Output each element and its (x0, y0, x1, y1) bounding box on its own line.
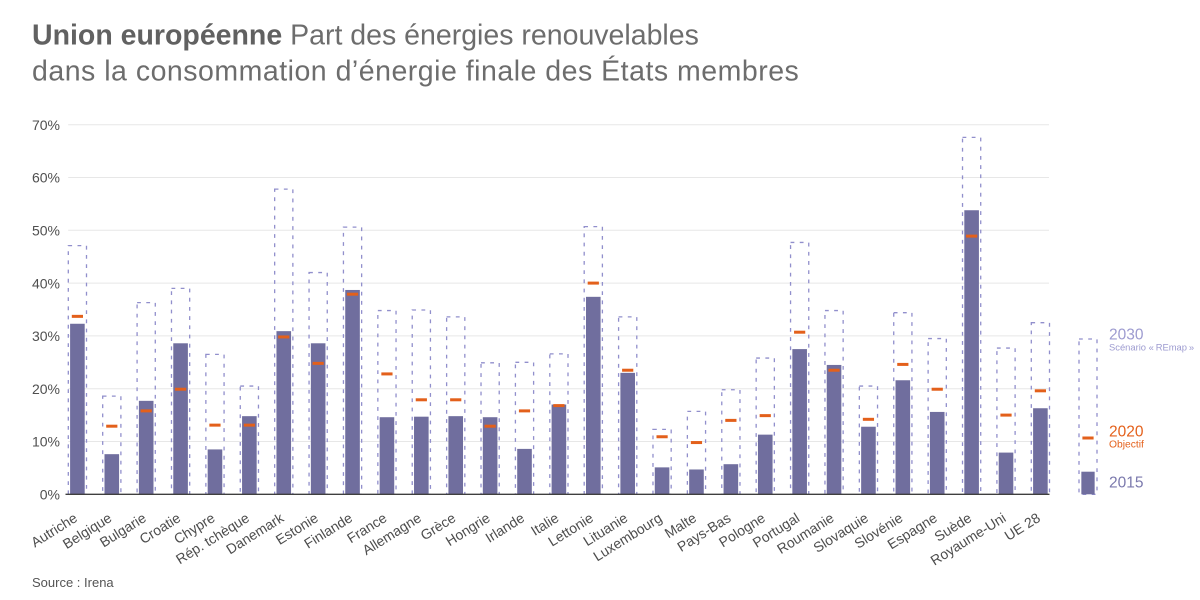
svg-text:2030: 2030 (1109, 327, 1144, 344)
svg-text:10%: 10% (32, 434, 60, 450)
svg-text:0%: 0% (40, 487, 60, 503)
svg-text:20%: 20% (32, 381, 60, 397)
svg-text:2015: 2015 (1109, 474, 1143, 491)
svg-text:2020: 2020 (1109, 423, 1144, 440)
svg-text:70%: 70% (32, 117, 60, 133)
svg-text:Union européenne Part des éner: Union européenne Part des énergies renou… (32, 19, 699, 51)
svg-text:30%: 30% (32, 328, 60, 344)
svg-text:60%: 60% (32, 170, 60, 186)
svg-text:50%: 50% (32, 223, 60, 239)
svg-text:Source : Irena: Source : Irena (32, 575, 114, 590)
svg-text:dans la consommation d’énergie: dans la consommation d’énergie finale de… (32, 56, 799, 88)
svg-text:Objectif: Objectif (1109, 440, 1144, 451)
svg-text:Scénario « REmap »: Scénario « REmap » (1109, 342, 1194, 353)
svg-text:40%: 40% (32, 275, 60, 291)
